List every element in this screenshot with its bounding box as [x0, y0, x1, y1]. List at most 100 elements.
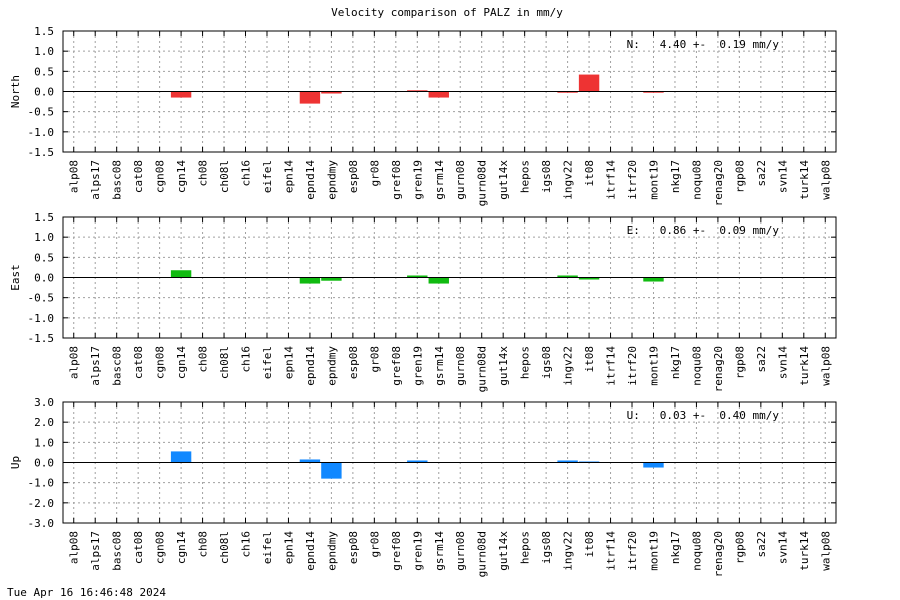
x-tick-label: renag20 [712, 531, 725, 577]
y-tick-label: 0.5 [34, 251, 54, 264]
y-tick-label: 0.0 [34, 86, 54, 99]
bar-epndmy [321, 462, 342, 479]
x-tick-label: epndmy [325, 346, 338, 386]
x-tick-label: eifel [261, 160, 274, 193]
bar-it08 [578, 277, 600, 280]
bar-epndmy [321, 91, 342, 94]
y-tick-label: -1.0 [28, 126, 55, 139]
x-tick-label: gurn08 [454, 160, 467, 200]
y-tick-label: -1.5 [28, 146, 55, 159]
x-tick-label: nkg17 [669, 531, 682, 564]
x-tick-label: gurn08d [476, 531, 489, 577]
x-tick-label: gren19 [411, 346, 424, 386]
x-tick-label: hepos [519, 160, 532, 193]
x-tick-label: esp08 [347, 160, 360, 193]
x-tick-label: epndmy [325, 160, 338, 200]
footer-timestamp: Tue Apr 16 16:46:48 2024 [7, 586, 166, 599]
x-tick-label: epnd14 [304, 531, 317, 571]
x-tick-label: walp08 [819, 160, 832, 200]
x-tick-label: turk14 [798, 531, 811, 571]
y-tick-label: 1.5 [34, 211, 54, 224]
y-tick-label: 1.0 [34, 231, 54, 244]
bar-ingv22 [557, 91, 578, 93]
x-tick-label: cgn08 [154, 346, 167, 379]
x-tick-label: ch16 [240, 531, 253, 558]
bar-epndmy [321, 277, 342, 281]
y-tick-label: -1.0 [28, 477, 55, 490]
bar-cgn14 [170, 270, 192, 278]
y-axis-label: East [9, 264, 22, 291]
bar-gsrm14 [428, 91, 449, 98]
x-tick-label: gref08 [390, 531, 403, 571]
x-tick-label: renag20 [712, 346, 725, 392]
x-tick-label: turk14 [798, 160, 811, 200]
x-tick-label: alps17 [89, 346, 102, 386]
x-tick-label: cat08 [132, 531, 145, 564]
x-tick-label: itrf14 [605, 531, 618, 571]
x-tick-label: sa22 [755, 160, 768, 187]
x-tick-label: alp08 [68, 346, 81, 379]
y-tick-label: 1.0 [34, 436, 54, 449]
y-tick-label: -1.0 [28, 312, 55, 325]
x-tick-label: gut14x [497, 346, 510, 386]
x-tick-label: igs08 [540, 346, 553, 379]
x-tick-label: cgn14 [175, 160, 188, 193]
y-tick-label: -3.0 [28, 517, 55, 530]
x-tick-label: svn14 [776, 346, 789, 379]
x-tick-label: svn14 [776, 160, 789, 193]
y-tick-label: 1.5 [34, 25, 54, 38]
x-tick-label: epnd14 [304, 160, 317, 200]
y-tick-label: 3.0 [34, 396, 54, 409]
x-tick-label: alps17 [89, 531, 102, 571]
panel-up: 3.0 2.0 1.0 0.0 -1.0 -2.0 -3.0 alp08 alps17 basc0… [9, 396, 837, 577]
x-tick-label: basc08 [111, 160, 124, 200]
x-tick-label: cgn14 [175, 531, 188, 564]
velocity-annotation: U: 0.03 +- 0.40 mm/y [627, 409, 780, 422]
x-tick-label: ingv22 [562, 531, 575, 571]
x-tick-label: turk14 [798, 346, 811, 386]
bar-gsrm14 [428, 277, 449, 284]
x-tick-label: gr08 [368, 346, 381, 373]
x-tick-label: epn14 [282, 160, 295, 193]
velocity-annotation: N: 4.40 +- 0.19 mm/y [627, 38, 780, 51]
x-tick-label: gren19 [411, 160, 424, 200]
x-tick-label: walp08 [819, 531, 832, 571]
x-tick-label: ingv22 [562, 160, 575, 200]
bar-gren19 [407, 460, 428, 463]
x-tick-label: igs08 [540, 160, 553, 193]
x-tick-label: gr08 [368, 531, 381, 558]
x-tick-label: it08 [583, 160, 596, 187]
x-tick-label: hepos [519, 346, 532, 379]
x-tick-label: gut14x [497, 531, 510, 571]
x-tick-label: ch08l [218, 346, 231, 379]
x-tick-label: eifel [261, 531, 274, 564]
x-tick-label: alp08 [68, 531, 81, 564]
x-tick-label: svn14 [776, 531, 789, 564]
y-tick-label: -1.5 [28, 332, 55, 345]
chart-title: Velocity comparison of PALZ in mm/y [331, 6, 563, 19]
x-tick-label: itrf20 [626, 160, 639, 200]
x-tick-label: noqu08 [690, 346, 703, 386]
x-tick-label: ch08l [218, 531, 231, 564]
x-tick-label: gref08 [390, 346, 403, 386]
y-tick-label: -0.5 [28, 106, 55, 119]
x-tick-label: mont19 [647, 346, 660, 386]
x-tick-label: epndmy [325, 531, 338, 571]
x-tick-label: gurn08 [454, 531, 467, 571]
x-tick-label: ch08l [218, 160, 231, 193]
y-tick-label: 0.0 [34, 272, 54, 285]
x-tick-label: cgn14 [175, 346, 188, 379]
x-tick-label: it08 [583, 346, 596, 373]
x-tick-label: itrf14 [605, 346, 618, 386]
x-tick-label: gren19 [411, 531, 424, 571]
y-tick-label: -0.5 [28, 292, 55, 305]
y-axis-label: North [9, 75, 22, 108]
x-tick-label: ch08 [197, 346, 210, 373]
x-tick-label: gsrm14 [433, 531, 446, 571]
x-tick-label: renag20 [712, 160, 725, 206]
x-tick-label: itrf20 [626, 531, 639, 571]
x-tick-label: ch08 [197, 531, 210, 558]
x-tick-label: nkg17 [669, 346, 682, 379]
bar-mont19 [643, 91, 664, 93]
